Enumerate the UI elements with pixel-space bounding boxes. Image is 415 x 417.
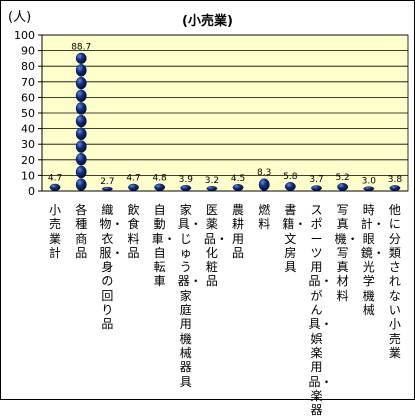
bar-segment (75, 178, 87, 191)
data-label: 3.2 (205, 176, 219, 186)
chart-title: (小売業) (182, 14, 233, 29)
data-label: 4.5 (231, 174, 245, 184)
bar-segment (154, 183, 166, 191)
x-tick-label: 家具・じゅう器・家庭用機械器具 (177, 203, 202, 389)
data-label: 4.8 (152, 174, 167, 184)
bar (258, 178, 270, 191)
bar-segment (180, 185, 192, 191)
bar-segment (206, 186, 218, 191)
y-tick-label: 60 (21, 91, 35, 104)
bar-segment (75, 140, 87, 153)
bar-segment (75, 52, 87, 64)
bar-segment (75, 76, 87, 90)
bar (311, 185, 322, 191)
bar-segment (75, 114, 87, 128)
bar-segment (232, 184, 244, 191)
data-label: 5.8 (283, 172, 298, 182)
bar-segment (49, 183, 61, 191)
data-label: 88.7 (71, 43, 91, 53)
plot-border (41, 34, 409, 192)
bar-segment (75, 165, 87, 179)
data-label: 3.7 (309, 175, 323, 185)
y-tick-label: 50 (21, 107, 35, 120)
y-tick-label: 40 (21, 123, 35, 136)
x-tick-label: 各種商品 (75, 203, 88, 260)
bar-segment (258, 178, 270, 191)
data-label: 2.7 (100, 177, 114, 187)
bar-segment (284, 182, 296, 191)
data-label: 4.7 (126, 174, 140, 184)
x-tick-label: 時計・眼鏡・光学機械 (360, 203, 385, 318)
bar-segment (128, 183, 139, 191)
data-label: 5.2 (335, 173, 349, 183)
y-tick-label: 80 (21, 60, 35, 73)
y-tick-label: 20 (21, 154, 35, 167)
bar-segment (337, 182, 349, 191)
bar-segment (101, 186, 113, 191)
y-tick-label: 30 (21, 138, 35, 151)
bar-segment (75, 127, 87, 141)
bar-segment (75, 89, 87, 102)
y-tick-label: 100 (14, 29, 35, 42)
bar (49, 183, 61, 191)
bar (363, 186, 375, 191)
data-label: 4.7 (48, 174, 62, 184)
data-label: 8.3 (257, 168, 271, 178)
bar-segment (75, 102, 87, 115)
data-label: 3.0 (362, 176, 377, 186)
x-tick-label: 写真機・写真材料 (334, 203, 359, 303)
bar (101, 186, 113, 191)
bar (75, 52, 87, 191)
bar (154, 183, 166, 191)
x-tick-label: 農耕用品 (232, 203, 245, 260)
y-tick-label: 70 (21, 76, 35, 89)
bar (232, 184, 244, 191)
y-tick-label: 90 (21, 45, 35, 58)
x-tick-label: 飲食料品 (127, 203, 140, 260)
data-label: 3.9 (179, 175, 194, 185)
x-tick-label: スポーツ用品・がん具・娯楽用品・楽器 (308, 203, 333, 417)
y-tick-label: 10 (21, 169, 35, 182)
bar (389, 185, 401, 191)
bar (206, 186, 218, 191)
bar (180, 185, 192, 191)
y-tick-label: 0 (28, 185, 35, 198)
x-tick-label: 小売業計 (49, 203, 62, 260)
bar-segment (311, 185, 322, 191)
bar (284, 182, 296, 191)
bar (337, 182, 349, 191)
x-tick-label: 他に分類されない小売業 (388, 203, 401, 360)
bar (128, 183, 139, 191)
x-tick-label: 書籍・文房具 (282, 203, 307, 275)
x-tick-label: 医薬品・化粧品 (203, 203, 228, 289)
bar-chart: 0 10 20 30 40 50 60 70 80 90 100 4.7 88.7 2.7 4.7 4.8 3… (14, 29, 409, 198)
y-axis-unit-label: (人) (8, 10, 32, 25)
bar-segment (75, 64, 87, 77)
x-tick-label: 燃料 (258, 203, 271, 232)
bar-segment (389, 185, 401, 191)
x-tick-label: 自動車・自転車 (151, 203, 176, 289)
bar-segment (363, 186, 375, 191)
data-label: 3.8 (388, 175, 403, 185)
bar-segment (75, 152, 87, 166)
x-tick-label: 織物・衣服・身の回り品 (99, 203, 124, 332)
